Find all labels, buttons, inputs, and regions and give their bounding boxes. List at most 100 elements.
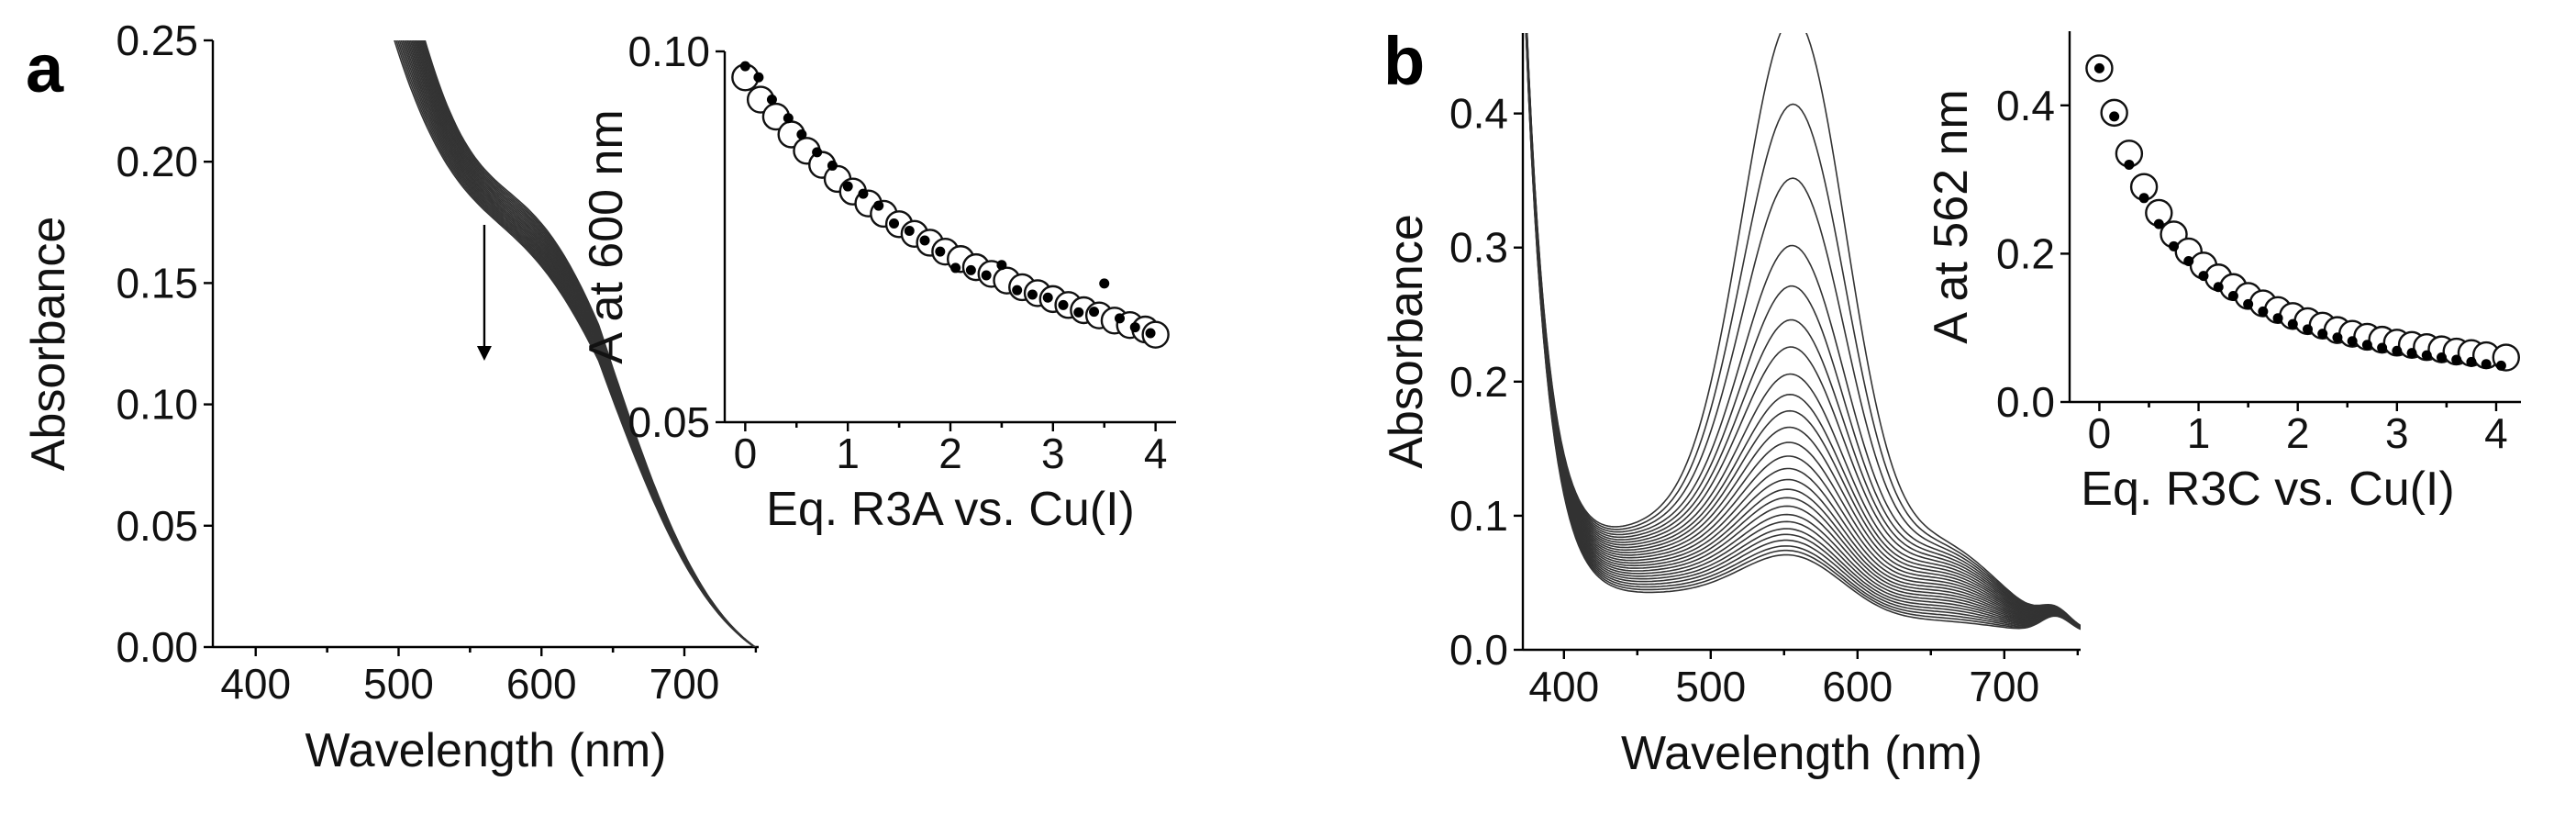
- panel-a-spectrum-line: [421, 40, 757, 647]
- panel-a-inset-data-point: [753, 72, 764, 83]
- panel-b-letter: b: [1383, 23, 1425, 99]
- panel-a-inset-data-point: [827, 160, 838, 171]
- panel-a-spectrum-line: [403, 40, 757, 647]
- panel-a-inset-data-point: [812, 147, 823, 158]
- panel-a-x-axis-label: Wavelength (nm): [305, 724, 667, 777]
- panel-a-spectrum-line: [395, 40, 756, 647]
- panel-b-spectrum-line: [1526, 33, 2081, 629]
- panel-b-inset-data-point: [2495, 360, 2506, 371]
- panel-b-inset-data-point: [2377, 342, 2388, 353]
- panel-a-y-tick-label: 0.05: [116, 502, 198, 550]
- panel-a-inset-data-point: [1058, 299, 1069, 310]
- panel-b-inset-y-tick-label: 0.4: [1996, 82, 2055, 129]
- panel-a-spectrum-line: [416, 40, 757, 647]
- panel-a-inset-data-point: [1042, 292, 1053, 303]
- panel-b-spectra: [1525, 33, 2081, 631]
- panel-a-inset-x-tick-label: 4: [1144, 430, 1168, 477]
- panel-a-inset-data-point: [889, 218, 899, 229]
- panel-a-inset-x-tick-label: 1: [836, 430, 860, 477]
- panel-b-inset-data-point: [2093, 62, 2104, 73]
- panel-a-inset-data-point: [1099, 278, 1110, 289]
- panel-a-inset-fit-point: [1141, 320, 1170, 349]
- panel-b-spectrum-line: [1526, 33, 2081, 628]
- panel-a-spectrum-line: [400, 40, 756, 647]
- panel-b-spectrum-line: [1526, 33, 2081, 628]
- panel-a-letter: a: [26, 30, 64, 106]
- panel-a-inset-data-point: [950, 262, 961, 274]
- panel-b-inset-data-point: [2243, 298, 2254, 309]
- panel-b-spectrum-line: [1526, 33, 2081, 628]
- panel-b-y-tick-label: 0.3: [1449, 224, 1508, 272]
- panel-a-inset-y-axis-label: A at 600 nm: [580, 109, 633, 364]
- panel-b-spectrum-line: [1526, 33, 2081, 628]
- panel-a-inset-data-point: [766, 95, 777, 106]
- panel-b-inset-data-point: [2332, 332, 2343, 343]
- panel-b-y-tick-label: 0.1: [1449, 492, 1508, 540]
- down-arrow-icon: [476, 346, 492, 362]
- panel-b-y-tick-label: 0.4: [1449, 90, 1508, 138]
- panel-b-inset-data-point: [2258, 306, 2269, 317]
- panel-b-spectrum-line: [1525, 33, 2081, 630]
- panel-b-spectrum-line: [1525, 33, 2081, 631]
- panel-b-spectrum-line: [1525, 33, 2081, 631]
- panel-a-y-axis-label: Absorbance: [22, 217, 75, 472]
- panel-a-inset-data-point: [1115, 313, 1125, 324]
- panel-b-spectrum-line: [1525, 33, 2081, 630]
- panel-b-y-tick-label: 0.2: [1449, 358, 1508, 406]
- panel-a-x-tick-label: 500: [363, 660, 434, 708]
- panel-a-inset-data-point: [981, 270, 992, 281]
- panel-a-x-tick-label: 600: [506, 660, 577, 708]
- panel-b-spectrum-line: [1526, 33, 2081, 629]
- panel-a-spectrum-line: [414, 40, 757, 647]
- panel-a-inset-y-tick-label: 0.10: [627, 28, 710, 75]
- panel-b-spectrum-line: [1526, 33, 2081, 629]
- panel-b-inset-data-point: [2153, 218, 2164, 229]
- panel-a-inset-data-point: [965, 264, 976, 275]
- panel-b-spectrum-line: [1526, 33, 2081, 627]
- panel-a-inset-data-point: [919, 235, 930, 246]
- panel-b-inset-data-point: [2124, 159, 2135, 170]
- panel-b-inset-x-tick-label: 3: [2385, 409, 2409, 457]
- panel-b-inset-data-point: [2287, 318, 2298, 329]
- panel-b-inset-data-point: [2109, 111, 2120, 122]
- panel-a-inset-data-point: [1129, 322, 1140, 333]
- panel-a-inset-y-tick-label: 0.05: [627, 398, 710, 446]
- panel-a-spectrum-line: [402, 40, 757, 647]
- panel-a-spectrum-line: [394, 40, 756, 647]
- panel-b-x-tick-label: 400: [1528, 663, 1599, 710]
- panel-b-inset-x-tick-label: 0: [2088, 409, 2112, 457]
- panel-b-inset-data-point: [2347, 336, 2358, 347]
- panel-b-inset-data-point: [2451, 354, 2462, 365]
- panel-b-inset-data-point: [2421, 350, 2432, 361]
- panel-a-inset-data-point: [1027, 289, 1038, 300]
- panel-b-inset-x-tick-label: 1: [2187, 409, 2211, 457]
- panel-a-inset-data-point: [739, 61, 750, 72]
- panel-a-spectrum-line: [411, 40, 757, 647]
- panel-b-inset-data-point: [2466, 356, 2477, 367]
- panel-b-inset-data-point: [2169, 240, 2180, 251]
- panel-a-y-tick-label: 0.00: [116, 623, 198, 671]
- panel-a-x-tick-label: 400: [220, 660, 291, 708]
- panel-a-inset-x-tick-label: 2: [938, 430, 962, 477]
- panel-a-spectrum-line: [423, 40, 757, 647]
- panel-b-inset-x-axis-label: Eq. R3C vs. Cu(I): [2081, 463, 2454, 516]
- panel-a-spectrum-line: [406, 40, 757, 647]
- panel-b-spectrum-line: [1525, 33, 2081, 630]
- panel-b-x-tick-label: 700: [1969, 663, 2039, 710]
- panel-a-inset-data-point: [904, 226, 915, 237]
- panel-a-spectrum-line: [405, 40, 757, 647]
- panel-b-inset-data-point: [2317, 329, 2328, 340]
- panel-a-x-tick-label: 700: [650, 660, 720, 708]
- panel-a-spectrum-line: [398, 40, 756, 647]
- panel-b-spectrum-line: [1526, 33, 2081, 627]
- panel-b-spectrum-line: [1525, 33, 2081, 630]
- panel-b-inset-y-axis-label: A at 562 nm: [1925, 89, 1978, 344]
- panel-b-inset-x-tick-label: 4: [2484, 409, 2508, 457]
- panel-b-inset-data-point: [2198, 271, 2209, 282]
- panel-b-x-tick-label: 500: [1675, 663, 1746, 710]
- panel-a-inset-data-point: [1012, 285, 1023, 296]
- panel-a-spectrum-line: [419, 40, 757, 647]
- panel-b-inset-data-point: [2481, 359, 2492, 370]
- panel-a-spectrum-line: [412, 40, 757, 647]
